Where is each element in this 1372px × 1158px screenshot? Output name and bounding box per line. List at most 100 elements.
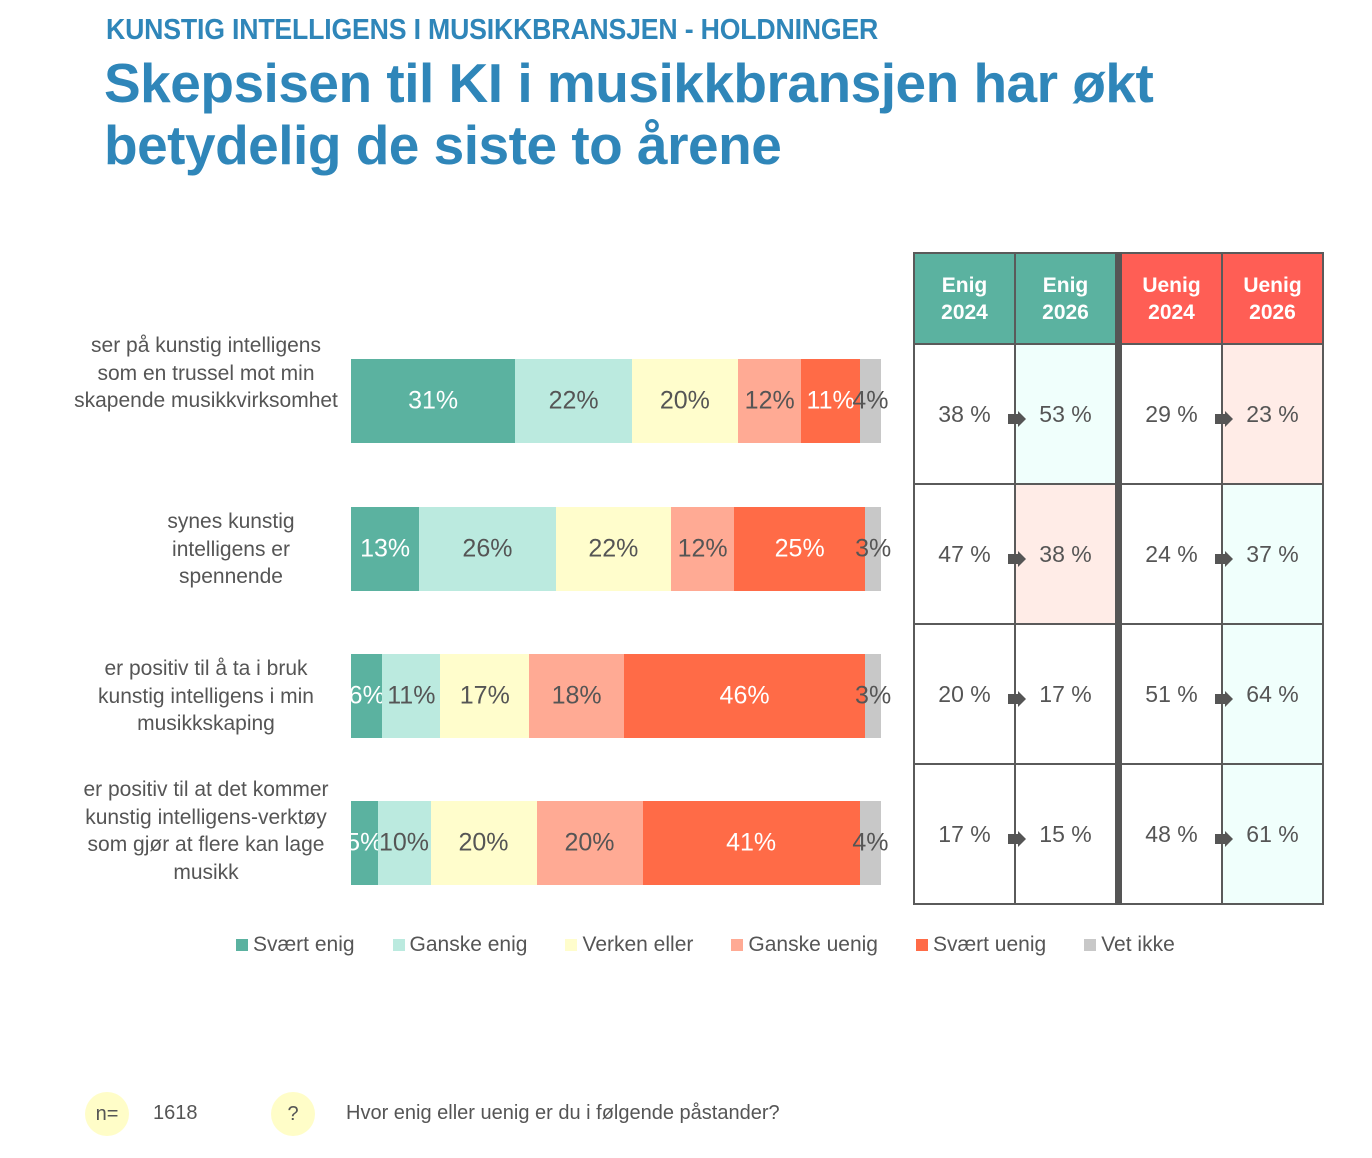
header-enig-2026: Enig 2026 [1014,252,1120,345]
legend: Svært enig Ganske enig Verken eller Gans… [236,933,1213,957]
data-label: 22% [548,386,599,415]
bar-segment: 4% [852,801,888,885]
cell-uenig-2026: 61 % [1215,763,1324,905]
data-label: 46% [719,681,770,710]
stacked-bar: 13% 26% 22% 12% 25% 3% [351,507,891,591]
arrow-right-icon [1215,826,1233,847]
cell-uenig-2024: 29 % [1115,343,1223,485]
bar-segment: 17% [440,654,530,738]
stacked-bar: 5% 10% 20% 20% 41% 4% [346,801,888,885]
cell-uenig-2026: 37 % [1215,483,1324,625]
cell-uenig-2024: 48 % [1115,763,1223,905]
legend-swatch [565,939,578,951]
data-label: 22% [588,534,639,563]
cell-value: 24 % [1145,540,1198,567]
bar-segment: 4% [852,359,888,443]
cell-enig-2024: 38 % [913,343,1016,485]
cell-value: 64 % [1246,680,1299,707]
cell-enig-2026: 53 % [1008,343,1120,485]
header-uenig-2026: Uenig 2026 [1221,252,1324,345]
question-icon: ? [271,1092,315,1136]
bar-segment: 3% [855,654,891,738]
cell-value: 15 % [1039,820,1092,847]
bar-segment: 12% [737,359,802,443]
bar-segment: 20% [631,359,738,443]
legend-item: Vet ikke [1084,933,1175,957]
sample-size-value: 1618 [153,1102,198,1124]
cell-enig-2026: 17 % [1008,623,1120,765]
bar-segment: 3% [855,507,891,591]
cell-value: 51 % [1145,680,1198,707]
bar-segment: 18% [529,654,624,738]
data-label: 12% [677,534,728,563]
data-label: 41% [726,828,777,857]
bar-segment: 13% [351,507,420,591]
data-label: 3% [855,681,892,710]
cell-enig-2026: 38 % [1008,483,1120,625]
header-uenig-2024: Uenig 2024 [1115,252,1223,345]
data-label: 12% [744,386,795,415]
cell-value: 38 % [938,400,991,427]
bar-segment: 11% [382,654,441,738]
page-title: Skepsisen til KI i musikkbransjen har øk… [104,52,1154,176]
cell-value: 61 % [1246,820,1299,847]
arrow-right-icon [1008,406,1026,427]
cell-value: 20 % [938,680,991,707]
bar-segment: 6% [349,654,385,738]
kicker-title: KUNSTIG INTELLIGENS I MUSIKKBRANSJEN - H… [106,14,879,46]
legend-swatch [236,939,248,951]
data-label: 3% [855,534,892,563]
table-row: 38 % 53 % 29 % 23 % [913,343,1324,485]
cell-uenig-2026: 64 % [1215,623,1324,765]
data-label: 17% [459,681,510,710]
cell-value: 29 % [1145,400,1198,427]
legend-swatch [731,939,744,951]
bar-segment: 5% [346,801,382,885]
arrow-right-icon [1008,686,1026,707]
cell-value: 38 % [1039,540,1092,567]
row-label: ser på kunstig intelligens som en trusse… [74,334,338,412]
cell-enig-2024: 20 % [913,623,1016,765]
data-label: 18% [551,681,602,710]
bar-segment: 41% [642,801,860,885]
legend-label: Verken eller [582,933,694,956]
legend-swatch [1084,939,1097,951]
data-label: 20% [659,386,710,415]
cell-value: 37 % [1246,540,1299,567]
data-label: 13% [360,534,411,563]
bar-segment: 22% [555,507,672,591]
legend-item: Ganske enig [392,933,528,957]
row-label: er positiv til at det kommer kunstig int… [83,778,329,884]
legend-label: Ganske enig [409,933,528,956]
bar-segment: 20% [430,801,537,885]
data-label: 31% [408,386,459,415]
legend-swatch [915,939,928,951]
cell-value: 17 % [1039,680,1092,707]
bar-segment: 12% [671,507,735,591]
bar-segment: 10% [377,801,431,885]
cell-value: 17 % [938,820,991,847]
data-label: 4% [852,386,889,415]
data-label: 26% [462,534,513,563]
table-row: 20 % 17 % 51 % 64 % [913,623,1324,765]
stacked-bar: 31% 22% 20% 12% 11% 4% [351,359,888,443]
data-label: 11% [387,681,436,710]
legend-item: Svært uenig [915,933,1046,957]
bar-segment: 25% [734,507,866,591]
comparison-table: Enig 2024 Enig 2026 Uenig 2024 Uenig 2026 38… [913,252,1324,905]
cell-value: 53 % [1039,400,1092,427]
arrow-right-icon [1215,686,1233,707]
header-enig-2024: Enig 2024 [913,252,1016,345]
bar-segment: 22% [515,359,632,443]
table-header-row: Enig 2024 Enig 2026 Uenig 2024 Uenig 2026 [913,252,1324,345]
legend-label: Vet ikke [1101,933,1175,956]
legend-label: Svært enig [253,933,355,956]
cell-enig-2024: 17 % [913,763,1016,905]
stacked-bar: 6% 11% 17% 18% 46% 3% [349,654,891,738]
cell-value: 23 % [1246,400,1299,427]
data-label: 25% [774,534,825,563]
table-row: 47 % 38 % 24 % 37 % [913,483,1324,625]
arrow-right-icon [1008,546,1026,567]
question-text: Hvor enig eller uenig er du i følgende p… [346,1102,780,1124]
legend-item: Verken eller [565,933,693,957]
